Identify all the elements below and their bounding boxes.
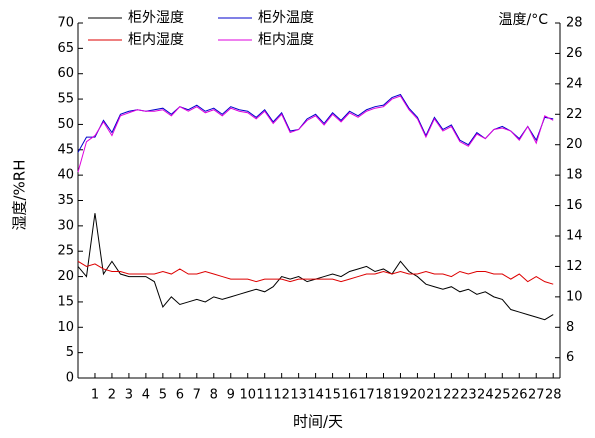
- y2-tick-label: 16: [566, 198, 583, 213]
- y2-axis-title: 温度/°C: [499, 12, 549, 28]
- series-line: [77, 93, 554, 153]
- x-tick-label: 12: [273, 388, 290, 403]
- x-tick-label: 16: [341, 388, 358, 403]
- x-tick-label: 4: [142, 388, 150, 403]
- y2-tick-label: 8: [566, 320, 574, 335]
- y2-tick-label: 6: [566, 350, 574, 365]
- y-tick-label: 15: [57, 294, 74, 309]
- x-tick-label: 20: [409, 388, 426, 403]
- x-tick-label: 19: [392, 388, 409, 403]
- legend-label: 柜内湿度: [128, 32, 184, 48]
- y-tick-label: 55: [57, 92, 74, 107]
- x-tick-label: 22: [443, 388, 460, 403]
- x-tick-label: 5: [159, 388, 167, 403]
- series-line: [77, 213, 554, 321]
- y-tick-label: 25: [57, 244, 74, 259]
- x-tick-label: 23: [460, 388, 477, 403]
- x-tick-label: 28: [545, 388, 562, 403]
- x-tick-label: 25: [494, 388, 511, 403]
- y-tick-label: 40: [57, 168, 74, 183]
- x-tick-label: 17: [358, 388, 375, 403]
- y2-tick-label: 18: [566, 168, 583, 183]
- legend-label: 柜内温度: [258, 32, 314, 48]
- x-tick-label: 27: [528, 388, 545, 403]
- y-tick-label: 70: [57, 16, 74, 31]
- x-tick-label: 14: [307, 388, 324, 403]
- x-tick-label: 3: [125, 388, 133, 403]
- x-tick-label: 9: [227, 388, 235, 403]
- y-tick-label: 65: [57, 41, 74, 56]
- y-tick-label: 20: [57, 269, 74, 284]
- y-tick-label: 35: [57, 193, 74, 208]
- x-tick-label: 15: [324, 388, 341, 403]
- y-tick-label: 5: [66, 345, 74, 360]
- x-axis-title: 时间/天: [293, 413, 343, 431]
- x-tick-label: 6: [176, 388, 184, 403]
- x-tick-label: 2: [108, 388, 116, 403]
- x-tick-label: 26: [511, 388, 528, 403]
- series-line: [77, 95, 554, 173]
- y2-tick-label: 26: [566, 46, 583, 61]
- x-tick-label: 21: [426, 388, 443, 403]
- y2-tick-label: 20: [566, 137, 583, 152]
- y-tick-label: 10: [57, 320, 74, 335]
- x-tick-label: 13: [290, 388, 307, 403]
- x-tick-label: 7: [193, 388, 201, 403]
- y2-tick-label: 22: [566, 107, 583, 122]
- legend-label: 柜外温度: [258, 10, 314, 26]
- legend-label: 柜外湿度: [128, 10, 184, 26]
- y-tick-label: 50: [57, 117, 74, 132]
- x-tick-label: 10: [239, 388, 256, 403]
- y2-tick-label: 24: [566, 76, 583, 91]
- y2-tick-label: 10: [566, 289, 583, 304]
- y-axis-title: 湿度/%RH: [11, 159, 29, 230]
- y2-tick-label: 12: [566, 259, 583, 274]
- x-tick-label: 1: [91, 388, 99, 403]
- y2-tick-label: 28: [566, 16, 583, 31]
- x-tick-label: 11: [256, 388, 273, 403]
- y-tick-label: 45: [57, 142, 74, 157]
- x-tick-label: 8: [210, 388, 218, 403]
- x-tick-label: 18: [375, 388, 392, 403]
- y-tick-label: 30: [57, 218, 74, 233]
- y2-tick-label: 14: [566, 229, 583, 244]
- series-line: [77, 260, 554, 285]
- y-tick-label: 0: [66, 371, 74, 386]
- y-tick-label: 60: [57, 66, 74, 81]
- x-tick-label: 24: [477, 388, 494, 403]
